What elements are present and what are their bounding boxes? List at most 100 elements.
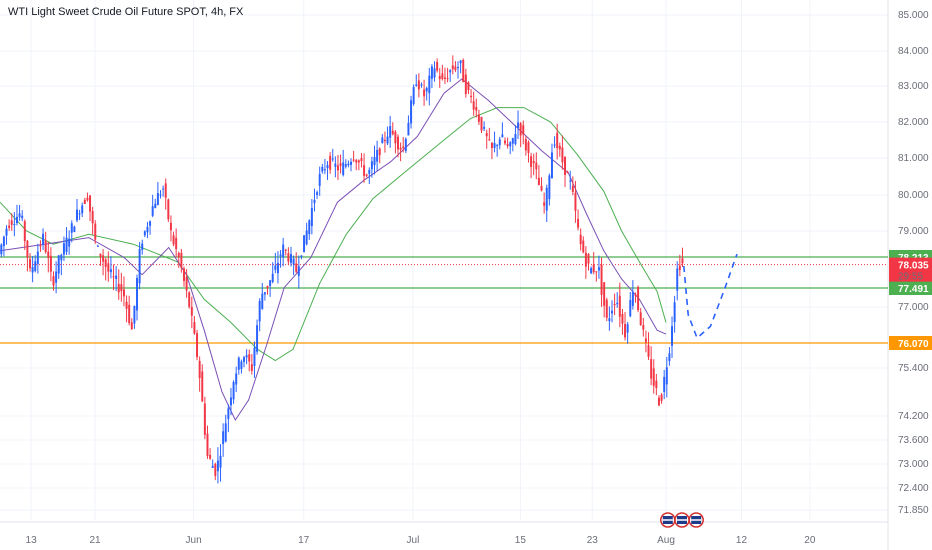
- candle-body: [104, 259, 107, 267]
- y-tick-label: 73.000: [898, 459, 929, 470]
- candle-body: [44, 240, 47, 253]
- candle-body: [477, 114, 480, 122]
- candle-body: [402, 146, 405, 149]
- candle-body: [352, 159, 355, 161]
- candle-body: [329, 156, 332, 170]
- candle-body: [540, 185, 543, 191]
- level-price-tag-bg: [889, 336, 932, 350]
- candle-body: [8, 225, 11, 228]
- candle-body: [222, 431, 225, 445]
- candle-body: [164, 183, 167, 198]
- candle-body: [271, 273, 274, 283]
- candle-body: [655, 380, 658, 389]
- candle-body: [681, 258, 684, 264]
- candle-body: [159, 194, 162, 196]
- candle-body: [190, 306, 193, 316]
- x-tick-label: 12: [736, 535, 748, 546]
- candle-body: [289, 254, 292, 263]
- candle-body: [564, 156, 567, 175]
- candle-body: [313, 199, 316, 204]
- candle-body: [467, 82, 470, 90]
- candle-body: [253, 347, 256, 366]
- candle-body: [279, 254, 282, 257]
- candle-body: [237, 357, 240, 370]
- candle-body: [130, 322, 133, 330]
- candle-body: [363, 165, 366, 176]
- x-tick-label: Aug: [657, 535, 675, 546]
- candle-body: [136, 278, 139, 311]
- candle-body: [96, 245, 99, 247]
- candle-body: [75, 209, 78, 221]
- candle-body: [639, 312, 642, 326]
- candle-body: [436, 61, 439, 71]
- candle-body: [566, 172, 569, 174]
- candle-body: [300, 255, 303, 257]
- candle-body: [36, 251, 39, 264]
- candle-body: [550, 152, 553, 179]
- candle-body: [579, 234, 582, 245]
- candle-body: [276, 263, 279, 274]
- candle-body: [65, 237, 68, 252]
- candle-body: [605, 299, 608, 318]
- last-price-tag: 78.035: [898, 261, 929, 272]
- candle-body: [650, 359, 653, 379]
- candle-body: [663, 376, 666, 392]
- candle-body: [597, 267, 600, 271]
- candle-body: [339, 163, 342, 166]
- candle-body: [511, 138, 514, 144]
- candle-body: [232, 381, 235, 400]
- candle-body: [10, 220, 13, 225]
- candle-body: [665, 367, 668, 385]
- candle-body: [78, 213, 81, 215]
- candle-body: [49, 255, 52, 272]
- x-tick-label: Jul: [407, 535, 420, 546]
- candle-body: [282, 244, 285, 258]
- candle-body: [644, 338, 647, 343]
- candle-body: [21, 215, 24, 219]
- candle-body: [537, 177, 540, 186]
- candle-body: [248, 354, 251, 362]
- candle-body: [146, 226, 149, 233]
- candle-body: [668, 353, 671, 361]
- candle-body: [177, 253, 180, 258]
- candle-body: [214, 463, 217, 476]
- candle-body: [592, 264, 595, 273]
- candle-body: [634, 294, 637, 296]
- candle-body: [420, 84, 423, 86]
- candle-body: [498, 139, 501, 146]
- candle-body: [441, 73, 444, 79]
- y-tick-label: 75.400: [898, 363, 929, 374]
- candle-body: [616, 302, 619, 305]
- candle-body: [506, 144, 509, 147]
- candle-body: [185, 276, 188, 291]
- candle-body: [373, 157, 376, 166]
- candle-body: [503, 140, 506, 144]
- candle-body: [256, 325, 259, 352]
- candle-body: [29, 259, 32, 269]
- candle-body: [524, 139, 527, 151]
- candle-body: [660, 394, 663, 401]
- candle-body: [368, 169, 371, 174]
- candle-body: [462, 59, 465, 83]
- candle-body: [532, 160, 535, 164]
- level-price-tag-bg: [889, 281, 932, 295]
- candle-body: [143, 231, 146, 236]
- candle-body: [608, 318, 611, 322]
- y-tick-label: 82.000: [898, 117, 929, 128]
- candle-body: [391, 130, 394, 135]
- x-tick-label: 21: [89, 535, 101, 546]
- candle-body: [342, 162, 345, 176]
- candle-body: [389, 126, 392, 138]
- candle-body: [496, 145, 499, 147]
- candle-body: [128, 304, 131, 324]
- candle-body: [303, 235, 306, 253]
- x-tick-label: 15: [515, 535, 527, 546]
- candle-body: [454, 66, 457, 70]
- candle-body: [321, 166, 324, 172]
- candle-body: [394, 131, 397, 144]
- y-tick-label: 73.600: [898, 435, 929, 446]
- candle-body: [122, 289, 125, 297]
- candle-body: [62, 243, 65, 255]
- projection-dashed-line: [683, 253, 738, 340]
